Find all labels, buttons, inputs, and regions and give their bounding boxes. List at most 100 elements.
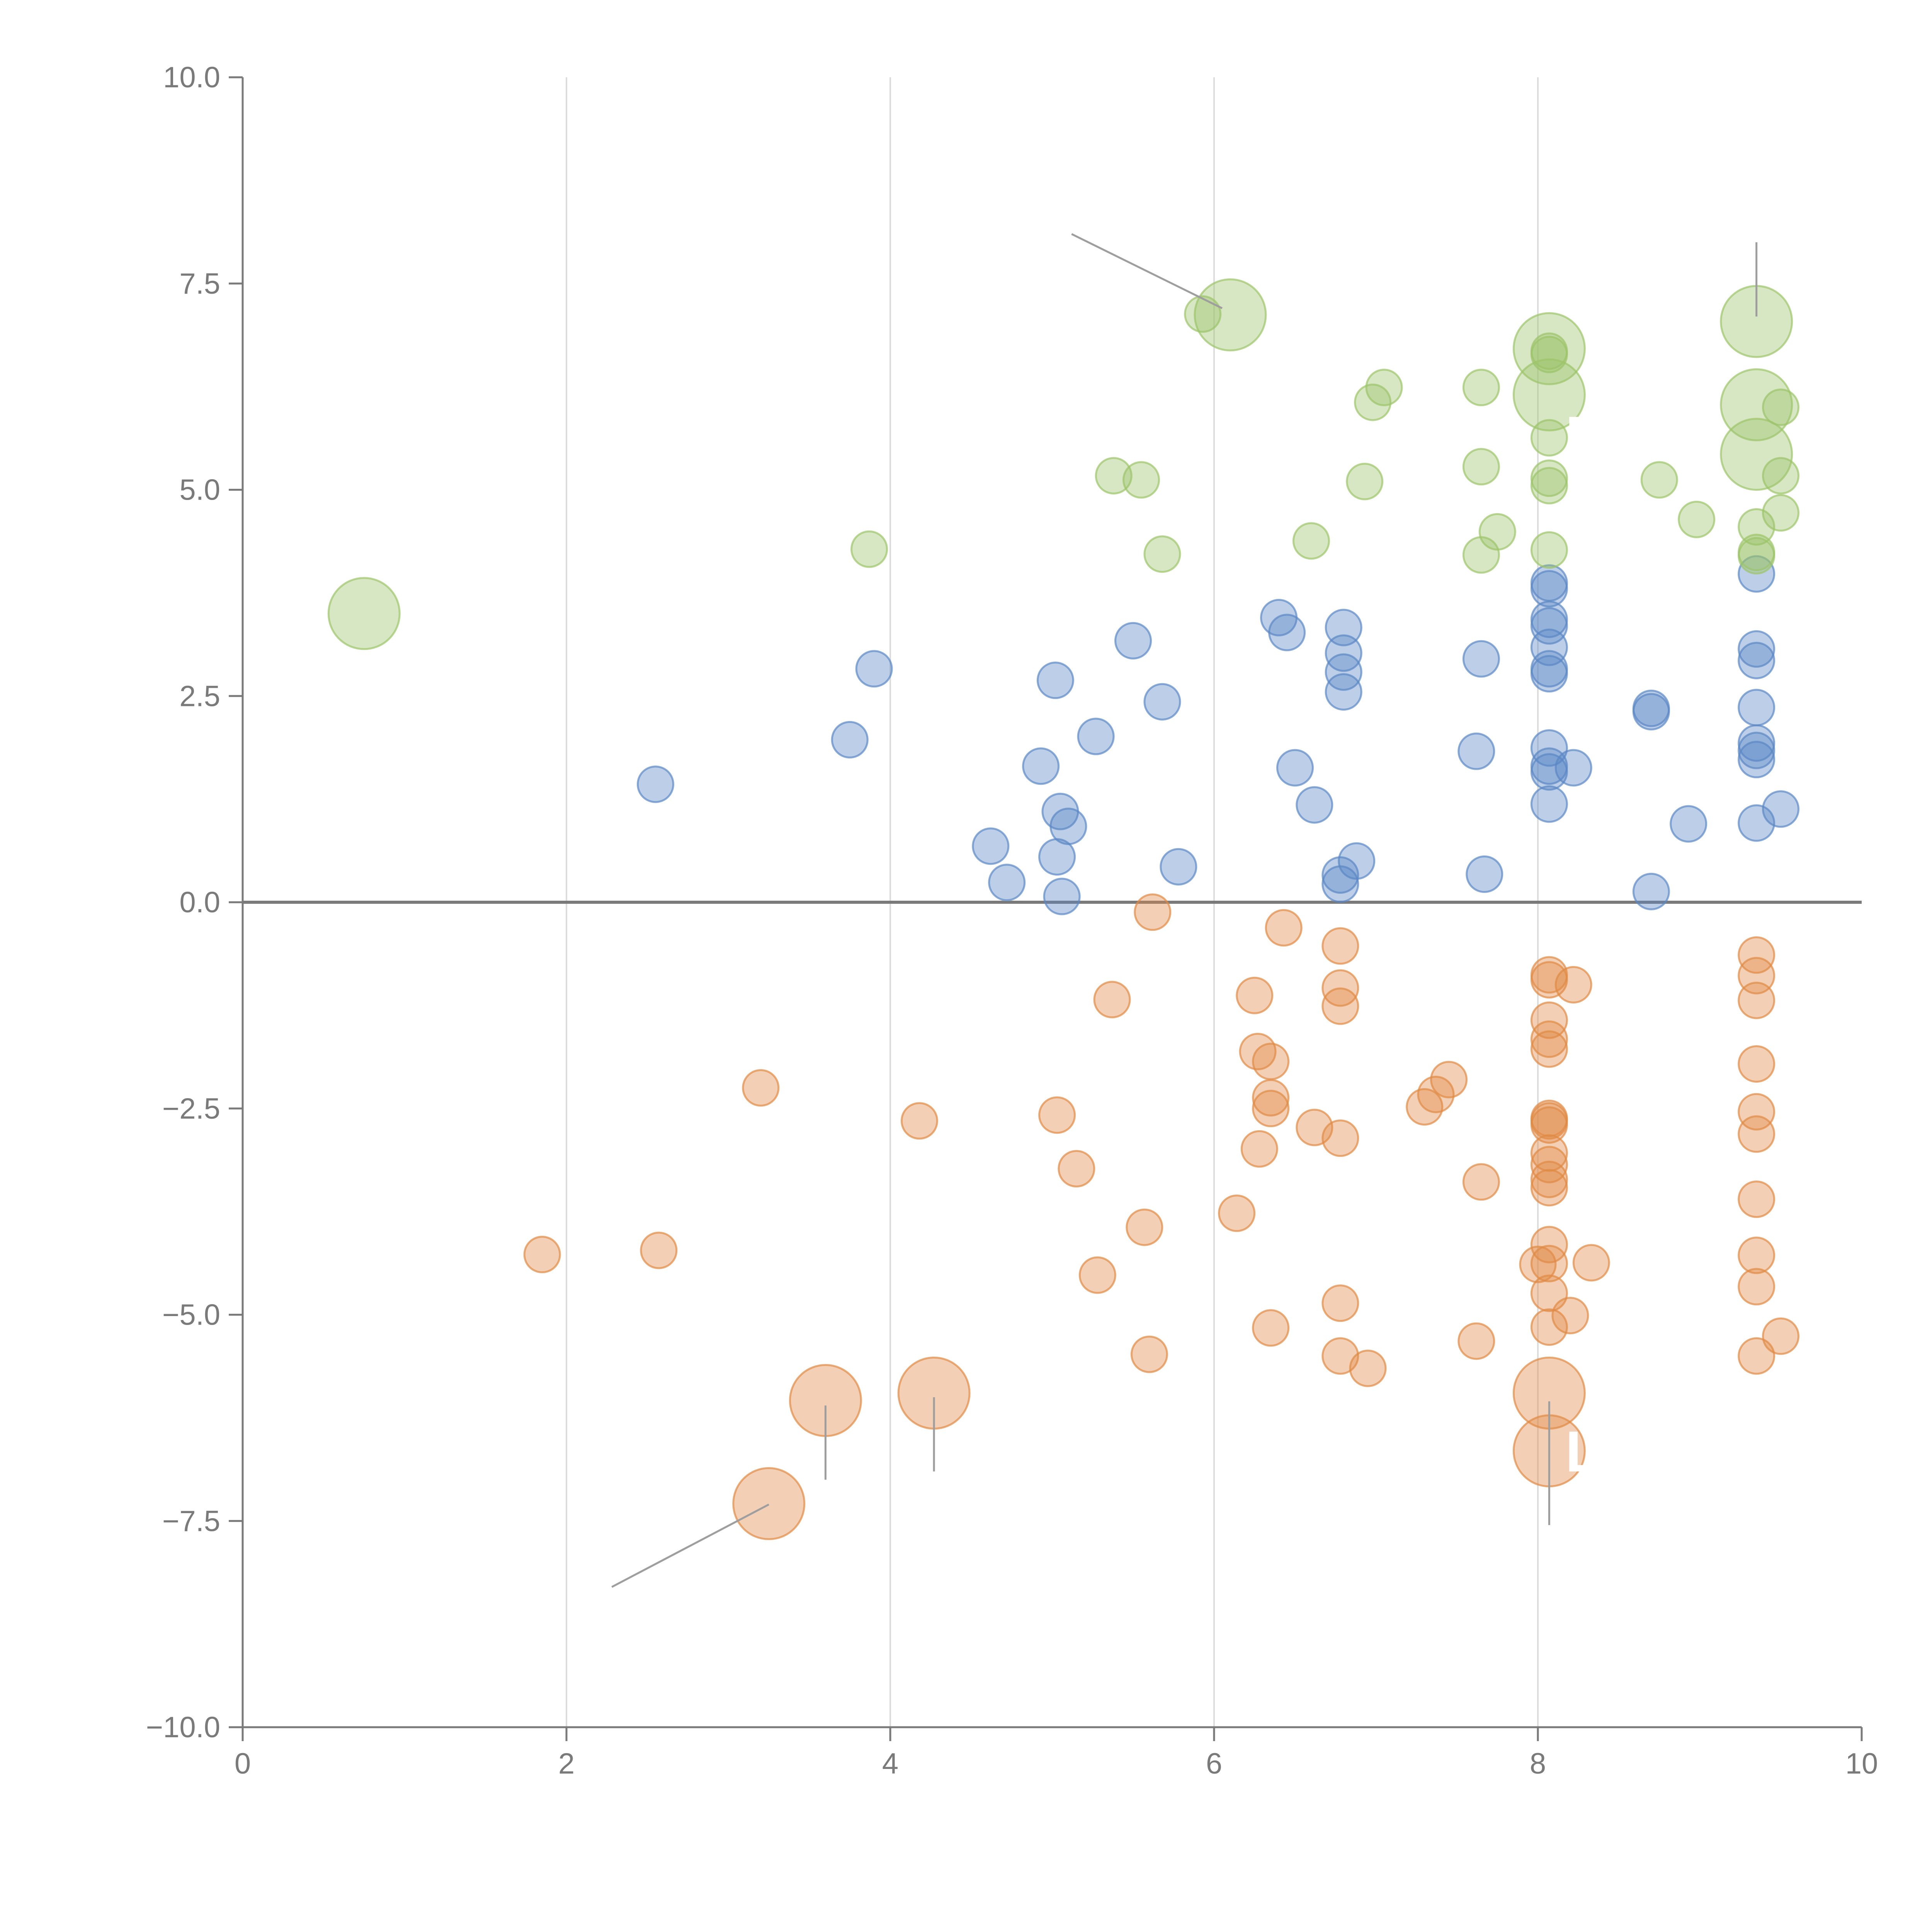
orange-point-57 xyxy=(1738,1093,1776,1131)
orange-point-7 xyxy=(1093,981,1131,1019)
orange-point-31 xyxy=(1458,1322,1495,1360)
green-point-20 xyxy=(1678,500,1716,538)
blue-point-3 xyxy=(972,827,1010,865)
y-tick-label-4: 0.0 xyxy=(179,886,220,919)
orange-point-59 xyxy=(1738,1180,1776,1218)
blue-point-35 xyxy=(1530,655,1568,693)
green-point-33 xyxy=(1720,418,1793,491)
blue-point-28 xyxy=(1466,855,1503,893)
green-point-8 xyxy=(1346,463,1384,500)
orange-point-51 xyxy=(1554,966,1592,1003)
orange-point-44 xyxy=(1530,1160,1568,1198)
blue-point-6 xyxy=(1036,662,1074,699)
orange-point-45 xyxy=(1530,1169,1568,1207)
x-tick-label-5: 10 xyxy=(1845,1747,1878,1780)
orange-point-17 xyxy=(1252,1090,1290,1128)
orange-point-58 xyxy=(1738,1115,1776,1153)
orange-point-8 xyxy=(1126,1208,1163,1246)
green-point-3 xyxy=(1143,535,1181,573)
blue-point-40 xyxy=(1554,749,1592,787)
blue-point-5 xyxy=(1022,747,1060,785)
x-tick-label-4: 8 xyxy=(1530,1747,1546,1780)
orange-point-21 xyxy=(1321,927,1359,965)
orange-point-6 xyxy=(1078,1256,1116,1294)
orange-point-36 xyxy=(1530,1001,1568,1039)
orange-point-55 xyxy=(1738,981,1776,1019)
orange-point-33 xyxy=(1519,1245,1557,1283)
blue-point-13 xyxy=(1143,683,1181,721)
green-point-0 xyxy=(850,530,888,568)
blue-point-11 xyxy=(1077,718,1115,755)
orange-point-14 xyxy=(1240,1130,1278,1168)
blue-point-39 xyxy=(1530,785,1568,823)
green-point-29 xyxy=(1512,312,1586,385)
orange-point-60 xyxy=(1738,1236,1776,1274)
annotation-label-0: M xyxy=(1565,404,1614,469)
orange-point-19 xyxy=(1265,909,1303,947)
data-points xyxy=(327,278,1799,1540)
green-point-26 xyxy=(1762,494,1799,532)
blue-point-51 xyxy=(1738,741,1776,779)
orange-point-37 xyxy=(1530,1020,1568,1058)
orange-point-9 xyxy=(1130,1335,1168,1373)
orange-point-29 xyxy=(1417,1075,1455,1113)
green-point-9 xyxy=(1462,369,1500,406)
orange-point-11 xyxy=(1218,1194,1256,1232)
blue-point-17 xyxy=(1276,749,1314,787)
blue-point-25 xyxy=(1338,842,1376,880)
x-tick-label-0: 0 xyxy=(235,1747,251,1780)
orange-point-28 xyxy=(1406,1088,1444,1126)
axes: −10.0 −7.5 −5.0 −2.5 0.0 2.5 5.0 7.5 10.0 0 2 4 6 8 10 xyxy=(146,61,1878,1780)
blue-point-19 xyxy=(1321,856,1359,894)
blue-point-44 xyxy=(1670,805,1708,843)
blue-point-9 xyxy=(1043,878,1081,915)
orange-point-47 xyxy=(1530,1245,1568,1282)
green-point-4 xyxy=(1184,295,1222,333)
orange-point-12 xyxy=(1236,976,1274,1014)
orange-point-5 xyxy=(1058,1150,1095,1188)
orange-point-25 xyxy=(1321,1284,1359,1322)
blue-point-33 xyxy=(1530,628,1568,666)
blue-point-50 xyxy=(1738,731,1776,769)
y-tick-label-6: 5.0 xyxy=(179,474,220,507)
orange-point-1 xyxy=(640,1231,678,1269)
y-tick-label-7: 7.5 xyxy=(179,267,220,300)
y-tick-label-1: −7.5 xyxy=(162,1505,220,1537)
blue-point-22 xyxy=(1325,634,1362,672)
orange-point-23 xyxy=(1321,987,1359,1025)
y-tick-label-0: −10.0 xyxy=(146,1711,220,1744)
orange-point-41 xyxy=(1530,1106,1568,1144)
blue-point-0 xyxy=(636,765,674,803)
blue-point-27 xyxy=(1462,640,1500,678)
green-point-18 xyxy=(1530,531,1568,569)
blue-point-53 xyxy=(1762,790,1799,828)
orange-point-46 xyxy=(1530,1226,1568,1264)
green-point-2 xyxy=(1122,461,1160,499)
x-tick-label-2: 4 xyxy=(882,1747,898,1780)
blue-point-12 xyxy=(1114,622,1152,660)
annotation-leader-4 xyxy=(611,1503,769,1588)
blue-point-1 xyxy=(831,721,869,759)
orange-point-38 xyxy=(1530,1030,1568,1068)
orange-point-27 xyxy=(1349,1349,1387,1387)
blue-point-52 xyxy=(1738,804,1776,842)
blue-point-14 xyxy=(1160,848,1197,886)
y-tick-label-3: −2.5 xyxy=(162,1092,220,1125)
orange-point-62 xyxy=(1738,1337,1776,1375)
orange-point-49 xyxy=(1530,1308,1568,1346)
x-tick-label-1: 2 xyxy=(558,1747,575,1780)
orange-point-50 xyxy=(1551,1297,1589,1335)
green-point-10 xyxy=(1462,448,1500,486)
blue-point-42 xyxy=(1632,693,1670,731)
orange-point-30 xyxy=(1430,1061,1468,1099)
orange-point-13 xyxy=(1239,1032,1277,1070)
orange-point-32 xyxy=(1462,1163,1500,1201)
blue-point-43 xyxy=(1632,872,1670,910)
annotation-leader-0 xyxy=(1071,233,1223,310)
blue-point-26 xyxy=(1458,732,1495,770)
orange-point-15 xyxy=(1252,1043,1290,1080)
blue-point-21 xyxy=(1325,609,1362,646)
green-point-7 xyxy=(1365,369,1403,406)
green-point-27 xyxy=(327,577,401,650)
blue-point-16 xyxy=(1268,614,1306,651)
